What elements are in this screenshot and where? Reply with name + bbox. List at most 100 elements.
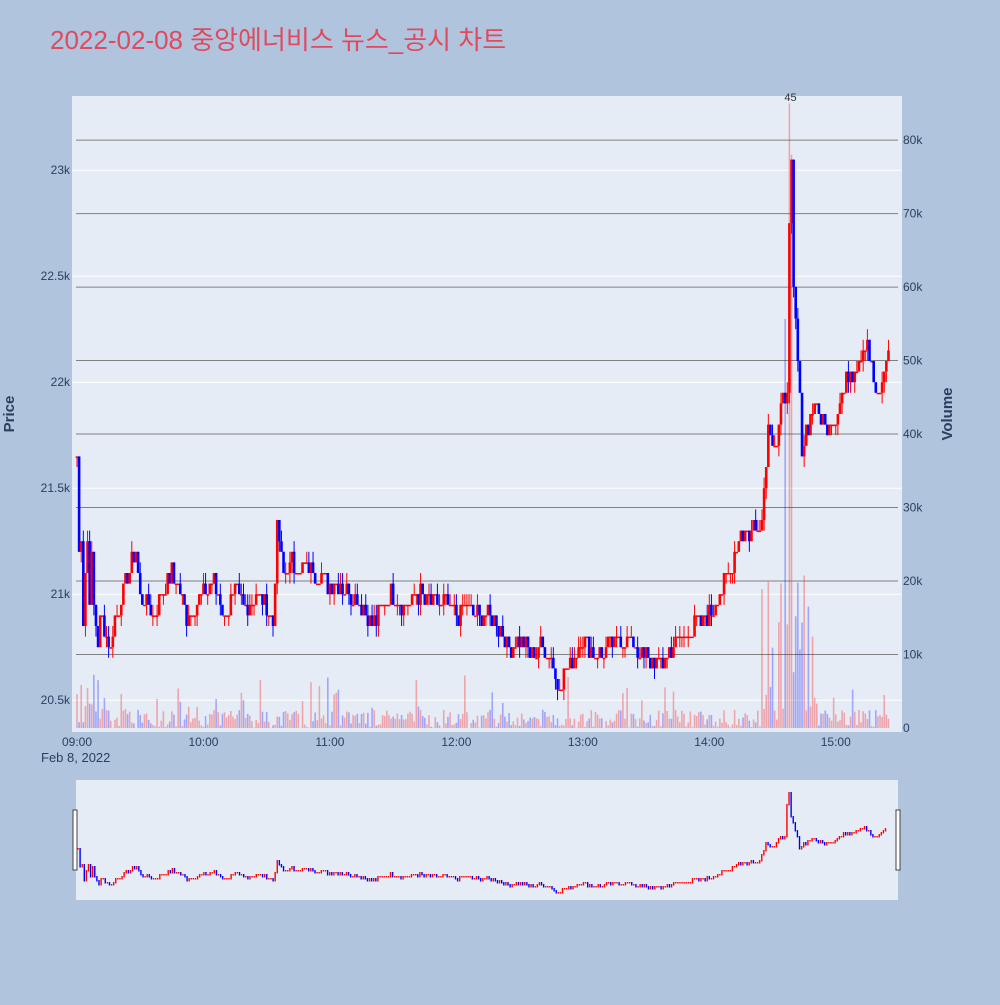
volume-bar — [173, 715, 175, 728]
volume-bar — [652, 726, 654, 728]
volume-bar — [622, 693, 624, 728]
candle-body — [314, 573, 317, 584]
volume-bar — [158, 727, 160, 728]
candle-body — [341, 584, 344, 595]
candle-body — [868, 340, 871, 361]
volume-bar — [375, 726, 377, 728]
volume-bar — [862, 711, 864, 728]
volume-tick-label: 0 — [903, 721, 910, 735]
candle-body — [834, 425, 837, 427]
candle-body — [813, 403, 816, 414]
volume-bar — [394, 719, 396, 728]
volume-bar — [361, 714, 363, 728]
candle-body — [114, 615, 117, 636]
volume-bar — [789, 103, 791, 728]
candle-body — [754, 520, 757, 531]
volume-bar — [681, 711, 683, 728]
volume-bar — [635, 719, 637, 728]
volume-bar — [460, 719, 462, 728]
volume-bar — [620, 711, 622, 728]
volume-bar — [886, 715, 888, 728]
volume-bar — [753, 719, 755, 728]
candle-body — [759, 531, 762, 533]
volume-bar — [614, 721, 616, 728]
candle-body — [619, 637, 622, 648]
candle-body — [841, 393, 844, 404]
volume-bar — [742, 717, 744, 728]
volume-bar — [175, 726, 177, 728]
volume-bar — [99, 719, 101, 728]
volume-bar — [346, 712, 348, 728]
volume-bar — [869, 710, 871, 728]
price-tick-label: 23k — [51, 163, 71, 177]
volume-bar — [236, 715, 238, 728]
candle-body — [780, 403, 783, 424]
volume-bar — [327, 678, 329, 728]
volume-bar — [125, 709, 127, 728]
volume-bar — [820, 714, 822, 728]
candle-body — [560, 690, 563, 692]
volume-bar — [411, 714, 413, 728]
volume-bar — [601, 718, 603, 728]
candle-body — [655, 658, 658, 669]
volume-bar — [704, 724, 706, 728]
candle-body — [352, 605, 355, 607]
volume-bar — [770, 687, 772, 728]
volume-bar — [738, 719, 740, 728]
volume-bar — [403, 719, 405, 728]
candle-body — [883, 372, 886, 383]
volume-bar — [220, 725, 222, 728]
volume-bar — [816, 704, 818, 728]
volume-bar — [416, 680, 418, 728]
volume-bar — [793, 672, 795, 728]
volume-bar — [428, 715, 430, 728]
price-tick-label: 21k — [51, 587, 71, 601]
volume-bar — [666, 711, 668, 728]
candle-body — [672, 647, 675, 658]
candle-body — [227, 615, 230, 617]
volume-bar — [765, 695, 767, 728]
range-slider-right-handle[interactable] — [896, 810, 900, 870]
volume-bar — [833, 698, 835, 728]
candle-body — [879, 393, 882, 395]
candle-body — [99, 615, 102, 647]
candle-body — [200, 594, 203, 596]
volume-bar — [238, 710, 240, 728]
volume-bar — [188, 707, 190, 728]
volume-bar — [732, 725, 734, 728]
volume-bar — [390, 719, 392, 728]
candle-body — [839, 403, 842, 414]
volume-bar — [369, 727, 371, 728]
candle-body — [489, 605, 492, 616]
candle-body — [164, 594, 167, 596]
volume-bar — [818, 726, 820, 728]
volume-bar — [323, 715, 325, 728]
volume-bar — [472, 720, 474, 728]
volume-bar — [186, 715, 188, 728]
volume-bar — [595, 712, 597, 728]
candle-body — [771, 435, 774, 446]
volume-bar — [114, 720, 116, 728]
candle-body — [786, 393, 789, 404]
volume-bar — [567, 677, 569, 728]
candle-body — [881, 382, 884, 393]
candle-body — [139, 573, 142, 594]
candle-body — [253, 605, 256, 607]
volume-bar — [801, 623, 803, 728]
volume-bar — [190, 722, 192, 728]
range-slider[interactable] — [76, 780, 898, 900]
volume-bar — [306, 727, 308, 728]
volume-bar — [154, 726, 156, 728]
price-tick-label: 22k — [51, 375, 71, 389]
range-slider-left-handle[interactable] — [73, 810, 77, 870]
volume-bar — [466, 712, 468, 728]
volume-bar — [146, 714, 148, 728]
volume-bar — [386, 711, 388, 728]
volume-bar — [727, 725, 729, 728]
volume-bar — [654, 726, 656, 728]
candle-body — [447, 594, 450, 605]
volume-bar — [268, 722, 270, 728]
candle-body — [472, 605, 475, 616]
volume-bar — [561, 725, 563, 728]
